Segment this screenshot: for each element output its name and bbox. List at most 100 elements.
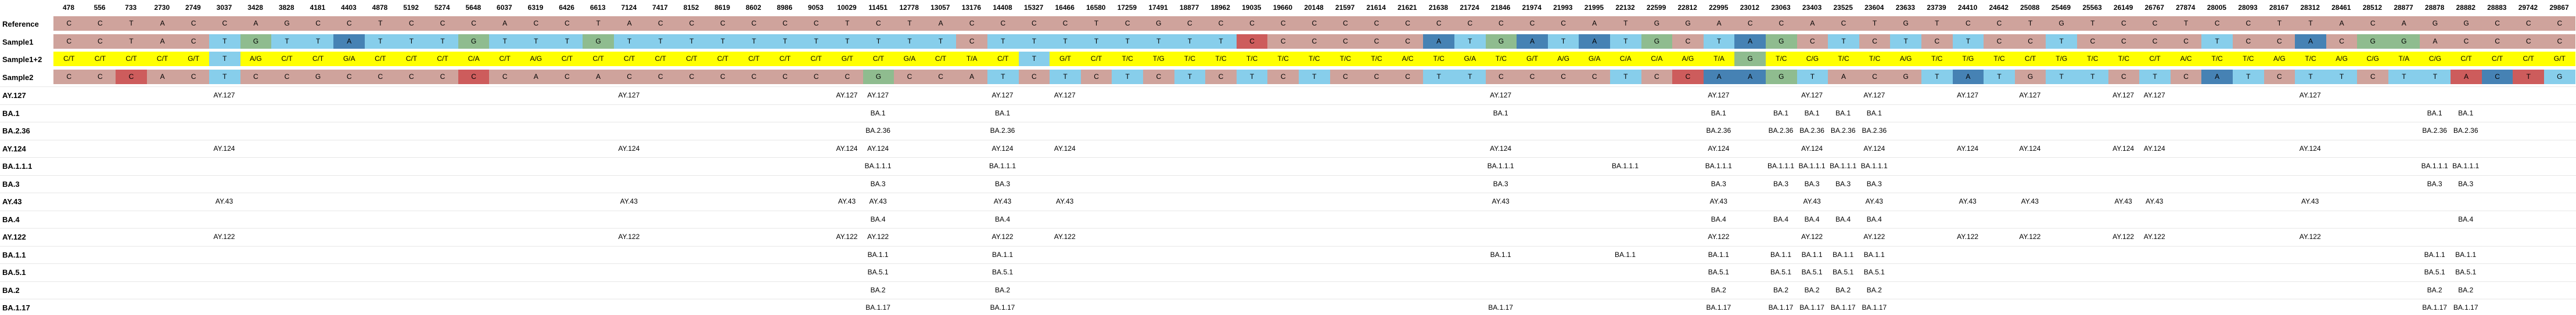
base-cell: C [333, 16, 365, 31]
base-cell: C [2139, 34, 2171, 49]
position-label: 6613 [590, 3, 606, 12]
base-cell: G/A [333, 52, 365, 66]
base-cell: A/G [1672, 52, 1704, 66]
position-label: 22812 [1677, 3, 1697, 12]
base-cell: C [365, 69, 396, 84]
base-cell: C [1859, 69, 1891, 84]
lineage-marker: BA.1.1 [1708, 250, 1729, 259]
row-label: BA.4 [2, 215, 20, 224]
base-cell: T/C [1984, 52, 2015, 66]
base-cell: C/T [427, 52, 458, 66]
base-cell: A [925, 16, 957, 31]
base-cell: C/T [583, 52, 614, 66]
base-cell: G [1143, 16, 1174, 31]
lineage-marker: AY.43 [869, 197, 887, 205]
lineage-marker: BA.3 [1711, 179, 1726, 188]
base-cell: C [1921, 34, 1953, 49]
lineage-marker: BA.2.36 [1799, 126, 1824, 135]
position-header: 478 556 733 2730 2749 3037 3428 3828 4181 4403 487… [0, 0, 2576, 15]
base-cell: C [1392, 69, 1424, 84]
base-cell: C [302, 16, 334, 31]
lineage-marker: BA.2.36 [1706, 126, 1731, 135]
base-cell: C/T [146, 52, 178, 66]
lineage-marker: BA.1.1.1 [2452, 162, 2480, 170]
base-cell: C [2481, 16, 2513, 31]
lineage-marker: BA.4 [1804, 215, 1820, 223]
base-cell: C [1766, 16, 1797, 31]
lineage-marker: BA.4 [994, 215, 1010, 223]
base-cell: T [1454, 69, 1486, 84]
base-cell: C [178, 69, 209, 84]
lineage-marker: AY.127 [1863, 91, 1885, 99]
base-cell: T [209, 34, 240, 49]
lineage-marker: BA.3 [1804, 179, 1820, 188]
position-label: 26767 [2144, 3, 2164, 12]
base-cell: C [53, 69, 85, 84]
lineage-marker: BA.1 [1711, 108, 1726, 117]
position-label: 29867 [2549, 3, 2569, 12]
lineage-marker: BA.1.1 [2455, 250, 2477, 259]
base-cell: C [676, 69, 707, 84]
base-cell: T/C [1205, 52, 1237, 66]
row-label: AY.122 [2, 233, 26, 241]
base-cell: A [520, 69, 552, 84]
base-cell: C/T [2481, 52, 2513, 66]
lineage-marker: AY.127 [618, 91, 640, 99]
lineage-marker: AY.43 [1959, 197, 1977, 205]
base-cell: T [1828, 34, 1859, 49]
base-cell: A/G [240, 52, 272, 66]
position-label: 23633 [1895, 3, 1916, 12]
base-cell: T [271, 34, 303, 49]
lineage-marker: AY.122 [836, 233, 858, 241]
lineage-marker: AY.127 [2143, 91, 2165, 99]
base-cell: C/G [1797, 52, 1828, 66]
base-cell: T/A [956, 52, 987, 66]
position-label: 3828 [278, 3, 294, 12]
lineage-marker: BA.1 [2458, 108, 2474, 117]
base-cell: T [894, 34, 925, 49]
lineage-marker: AY.122 [2299, 233, 2321, 241]
base-cell: C [1361, 69, 1392, 84]
lineage-marker: BA.5.1 [1833, 268, 1854, 276]
base-cell: T [2170, 16, 2202, 31]
base-cell: T/C [1485, 52, 1517, 66]
base-cell: G/A [894, 52, 925, 66]
lineage-marker: BA.1.17 [990, 303, 1015, 312]
base-cell: C [271, 69, 303, 84]
base-cell: C [458, 69, 490, 84]
base-cell: C [1112, 16, 1143, 31]
row-label: AY.124 [2, 144, 26, 153]
base-cell: G [1734, 52, 1766, 66]
base-cell: C [1672, 69, 1704, 84]
lineage-row: BA.1.1 BA.1.1 BA.1.1 BA.1.1 BA.1.1 BA.1.1 BA.1… [0, 245, 2576, 262]
base-cell: C [1423, 16, 1454, 31]
base-cell: G/T [1517, 52, 1548, 66]
position-label: 28167 [2269, 3, 2289, 12]
position-label: 28512 [2362, 3, 2383, 12]
base-cell: G [2388, 34, 2420, 49]
lineage-marker: BA.1.1.1 [2421, 162, 2448, 170]
base-cell: C [1330, 34, 1361, 49]
base-cell: C [1361, 16, 1392, 31]
base-cell: A [146, 34, 178, 49]
base-cell: C [1579, 69, 1610, 84]
base-cell: T [2046, 34, 2077, 49]
base-cell: C [2170, 34, 2202, 49]
lineage-marker: BA.1.1.1 [1611, 162, 1639, 170]
position-label: 21974 [1522, 3, 1542, 12]
position-label: 21724 [1460, 3, 1479, 12]
lineage-marker: BA.1.1.1 [1487, 162, 1514, 170]
base-cell: T [613, 34, 645, 49]
lineage-marker: AY.124 [2112, 144, 2135, 153]
base-cell: C [1236, 16, 1268, 31]
base-cell: T/C [1112, 52, 1143, 66]
base-cell: T [489, 34, 520, 49]
lineage-marker: AY.124 [1801, 144, 1823, 153]
position-label: 18877 [1179, 3, 1199, 12]
base-cell: G [1766, 69, 1797, 84]
lineage-marker: AY.124 [1863, 144, 1885, 153]
base-cell: T [520, 34, 552, 49]
row-label: Sample1 [2, 37, 34, 46]
position-label: 22995 [1709, 3, 1729, 12]
